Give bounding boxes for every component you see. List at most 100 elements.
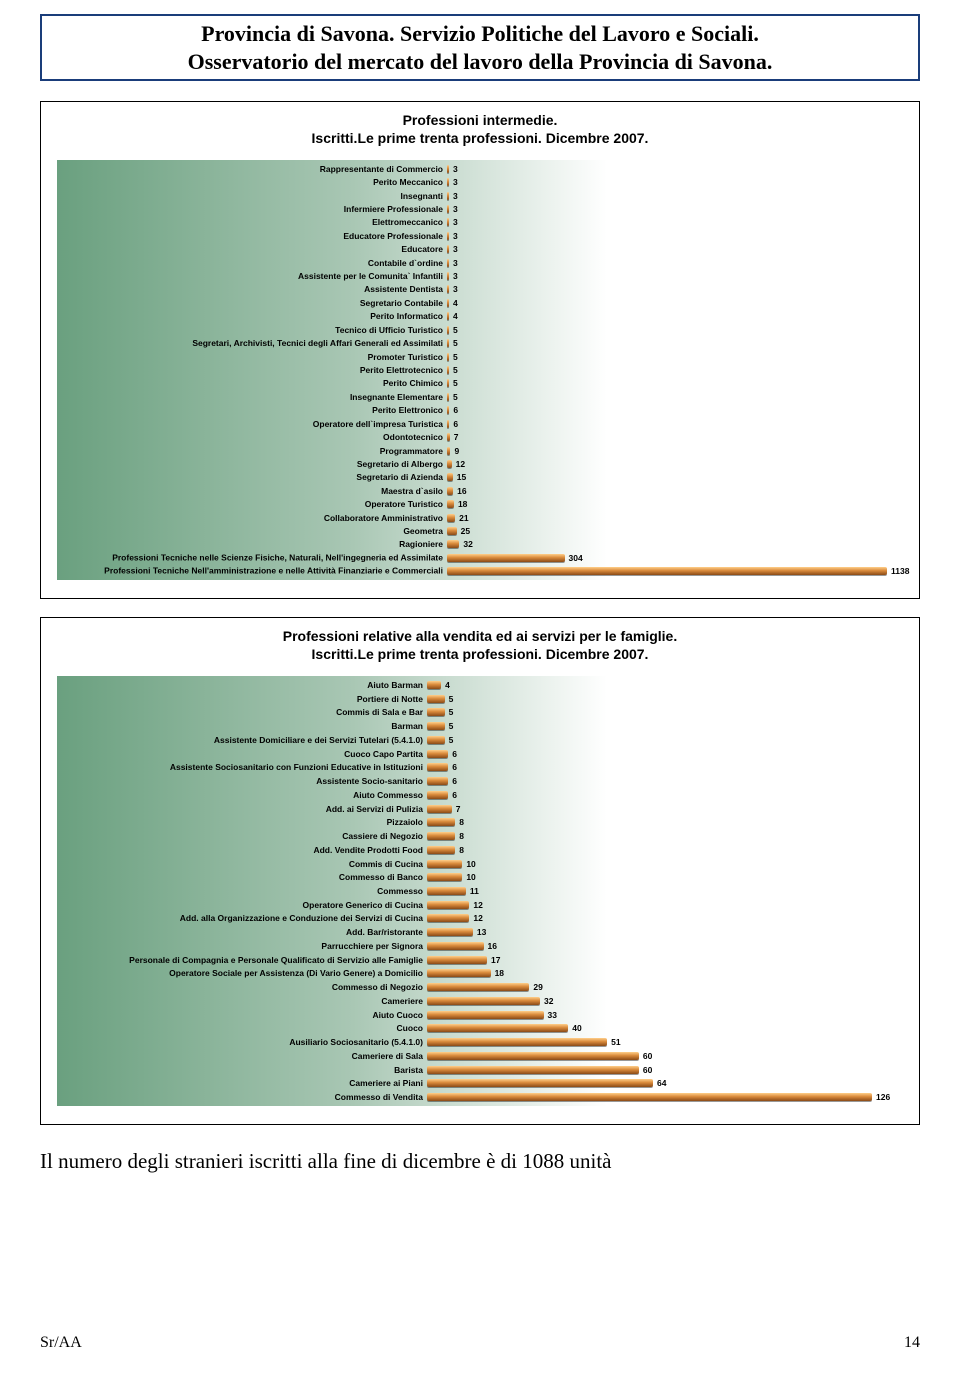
chart-bar <box>427 722 445 730</box>
chart-row-label: Professioni Tecniche Nell'amministrazion… <box>103 567 447 576</box>
chart-value: 5 <box>453 352 458 362</box>
chart-row-label: Aiuto Commesso <box>353 790 427 800</box>
chart-value: 4 <box>453 298 458 308</box>
chart-bar <box>427 681 441 689</box>
chart-row: Operatore dell`impresa Turistica 6 <box>57 417 903 430</box>
body-paragraph: Il numero degli stranieri iscritti alla … <box>40 1149 920 1174</box>
chart-value: 10 <box>466 859 475 869</box>
chart-row: Barista60 <box>57 1063 903 1077</box>
chart-value: 4 <box>445 680 450 690</box>
chart-row-label: Cameriere ai Piani <box>349 1078 427 1088</box>
chart-bar <box>427 736 445 744</box>
chart-row-label: Cameriere di Sala <box>352 1051 427 1061</box>
chart-value: 1138 <box>891 566 909 576</box>
chart-row: Cameriere ai Piani64 <box>57 1077 903 1091</box>
chart-bar <box>447 540 459 548</box>
chart-row: Assistente Dentista3 <box>57 283 903 296</box>
chart-row-label: Rappresentante di Commercio <box>320 164 447 174</box>
chart-row-label: Tecnico di Ufficio Turistico <box>335 325 447 335</box>
chart-bar <box>447 259 449 267</box>
chart-row: Programmatore9 <box>57 444 903 457</box>
chart-row-label: Aiuto Cuoco <box>372 1010 427 1020</box>
chart-row: Pizzaiolo8 <box>57 815 903 829</box>
chart-row-label: Perito Chimico <box>383 378 447 388</box>
chart-2-title: Professioni relative alla vendita ed ai … <box>41 618 919 646</box>
chart-value: 12 <box>456 459 465 469</box>
chart-row: Operatore Generico di Cucina12 <box>57 898 903 912</box>
chart-value: 5 <box>453 338 458 348</box>
chart-2-subtitle: Iscritti.Le prime trenta professioni. Di… <box>41 646 919 676</box>
chart-value: 9 <box>454 446 459 456</box>
chart-value: 5 <box>453 325 458 335</box>
chart-row: Ragioniere32 <box>57 538 903 551</box>
chart-row-label: Parrucchiere per Signora <box>321 941 427 951</box>
chart-value: 6 <box>453 419 458 429</box>
chart-value: 3 <box>453 191 458 201</box>
chart-row-label: Insegnanti <box>400 191 447 201</box>
chart-value: 4 <box>453 311 458 321</box>
header-line-1: Provincia di Savona. Servizio Politiche … <box>42 20 918 48</box>
chart-row: Barman5 <box>57 719 903 733</box>
chart-value: 8 <box>459 817 464 827</box>
chart-bar <box>447 393 449 401</box>
chart-bar <box>447 165 449 173</box>
chart-bar <box>447 312 449 320</box>
chart-bar <box>427 997 540 1005</box>
chart-bar <box>427 846 455 854</box>
chart-value: 8 <box>459 831 464 841</box>
chart-value: 6 <box>452 762 457 772</box>
chart-value: 6 <box>452 790 457 800</box>
chart-value: 16 <box>488 941 497 951</box>
chart-row: Commis di Sala e Bar5 <box>57 705 903 719</box>
chart-row-label: Cassiere di Negozio <box>342 831 427 841</box>
chart-value: 6 <box>453 405 458 415</box>
chart-bar <box>447 178 449 186</box>
chart-row: Infermiere Professionale 3 <box>57 202 903 215</box>
chart-bar <box>427 1038 607 1046</box>
chart-value: 3 <box>453 271 458 281</box>
chart-bar <box>447 272 449 280</box>
chart-bar <box>427 695 445 703</box>
chart-value: 16 <box>457 486 466 496</box>
chart-bar <box>427 1079 653 1087</box>
chart-row: Contabile d`ordine3 <box>57 256 903 269</box>
chart-row-label: Operatore dell`impresa Turistica <box>313 419 447 429</box>
chart-row: Educatore Professionale3 <box>57 229 903 242</box>
chart-value: 3 <box>453 204 458 214</box>
chart-bar <box>427 750 448 758</box>
chart-bar <box>427 791 448 799</box>
chart-value: 3 <box>453 284 458 294</box>
chart-row-label: Infermiere Professionale <box>344 204 447 214</box>
chart-row-label: Promoter Turistico <box>368 352 447 362</box>
chart-row: Rappresentante di Commercio3 <box>57 162 903 175</box>
chart-bar <box>427 860 462 868</box>
chart-row-label: Collaboratore Amministrativo <box>324 513 447 523</box>
chart-row: Geometra25 <box>57 524 903 537</box>
chart-row-label: Assistente Sociosanitario con Funzioni E… <box>170 762 427 772</box>
chart-row: Assistente per le Comunita` Infantili3 <box>57 269 903 282</box>
chart-bar <box>427 1066 639 1074</box>
chart-bar <box>427 901 469 909</box>
chart-value: 12 <box>473 900 482 910</box>
chart-row: Cassiere di Negozio 8 <box>57 829 903 843</box>
chart-1-subtitle: Iscritti.Le prime trenta professioni. Di… <box>41 130 919 160</box>
chart-row-label: Commesso di Banco <box>339 872 427 882</box>
chart-bar <box>447 379 449 387</box>
chart-row-label: Commis di Cucina <box>349 859 427 869</box>
chart-row: Perito Chimico5 <box>57 377 903 390</box>
chart-value: 6 <box>452 749 457 759</box>
chart-row-label: Cuoco Capo Partita <box>344 749 427 759</box>
chart-row-label: Geometra <box>403 526 447 536</box>
chart-bar <box>427 887 466 895</box>
chart-value: 7 <box>454 432 459 442</box>
page-footer: Sr/AA 14 <box>40 1334 920 1352</box>
chart-value: 13 <box>477 927 486 937</box>
document-header: Provincia di Savona. Servizio Politiche … <box>40 14 920 81</box>
chart-row-label: Personale di Compagnia e Personale Quali… <box>129 955 427 965</box>
chart-row-label: Barista <box>394 1065 427 1075</box>
chart-row-label: Add. Vendite Prodotti Food <box>313 845 427 855</box>
chart-row: Parrucchiere per Signora 16 <box>57 939 903 953</box>
chart-bar <box>447 514 455 522</box>
chart-value: 10 <box>466 872 475 882</box>
chart-bar <box>447 192 449 200</box>
